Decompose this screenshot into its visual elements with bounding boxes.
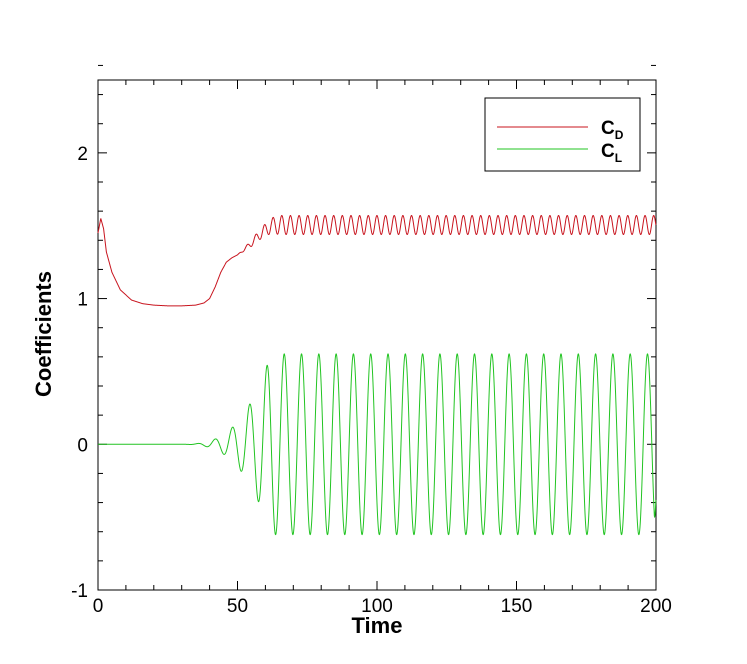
x-tick-label: 200 bbox=[640, 596, 672, 617]
y-tick-label: 0 bbox=[77, 435, 88, 456]
legend-label-cd-main: C bbox=[601, 118, 615, 139]
legend-label-cd: CD bbox=[601, 118, 624, 142]
legend-box bbox=[484, 97, 641, 172]
series-line-cd bbox=[97, 215, 657, 307]
y-tick-label: 1 bbox=[77, 290, 88, 311]
x-tick-label: 150 bbox=[501, 596, 533, 617]
y-tick-label: 2 bbox=[77, 144, 88, 165]
series-lines bbox=[97, 215, 657, 536]
x-axis-title: Time bbox=[352, 613, 403, 638]
tick-marks bbox=[97, 64, 657, 591]
series-line-cl bbox=[98, 353, 657, 536]
legend: CD CL bbox=[484, 97, 641, 172]
x-tick-label: 0 bbox=[93, 596, 104, 617]
legend-label-cd-sub: D bbox=[615, 128, 624, 142]
y-axis-title: Coefficients bbox=[31, 271, 56, 397]
y-tick-label: -1 bbox=[71, 581, 88, 602]
x-tick-label: 100 bbox=[361, 596, 393, 617]
legend-label-cl: CL bbox=[601, 141, 622, 165]
legend-label-cl-sub: L bbox=[615, 151, 622, 165]
legend-label-cl-main: C bbox=[601, 141, 615, 162]
x-tick-label: 50 bbox=[227, 596, 248, 617]
